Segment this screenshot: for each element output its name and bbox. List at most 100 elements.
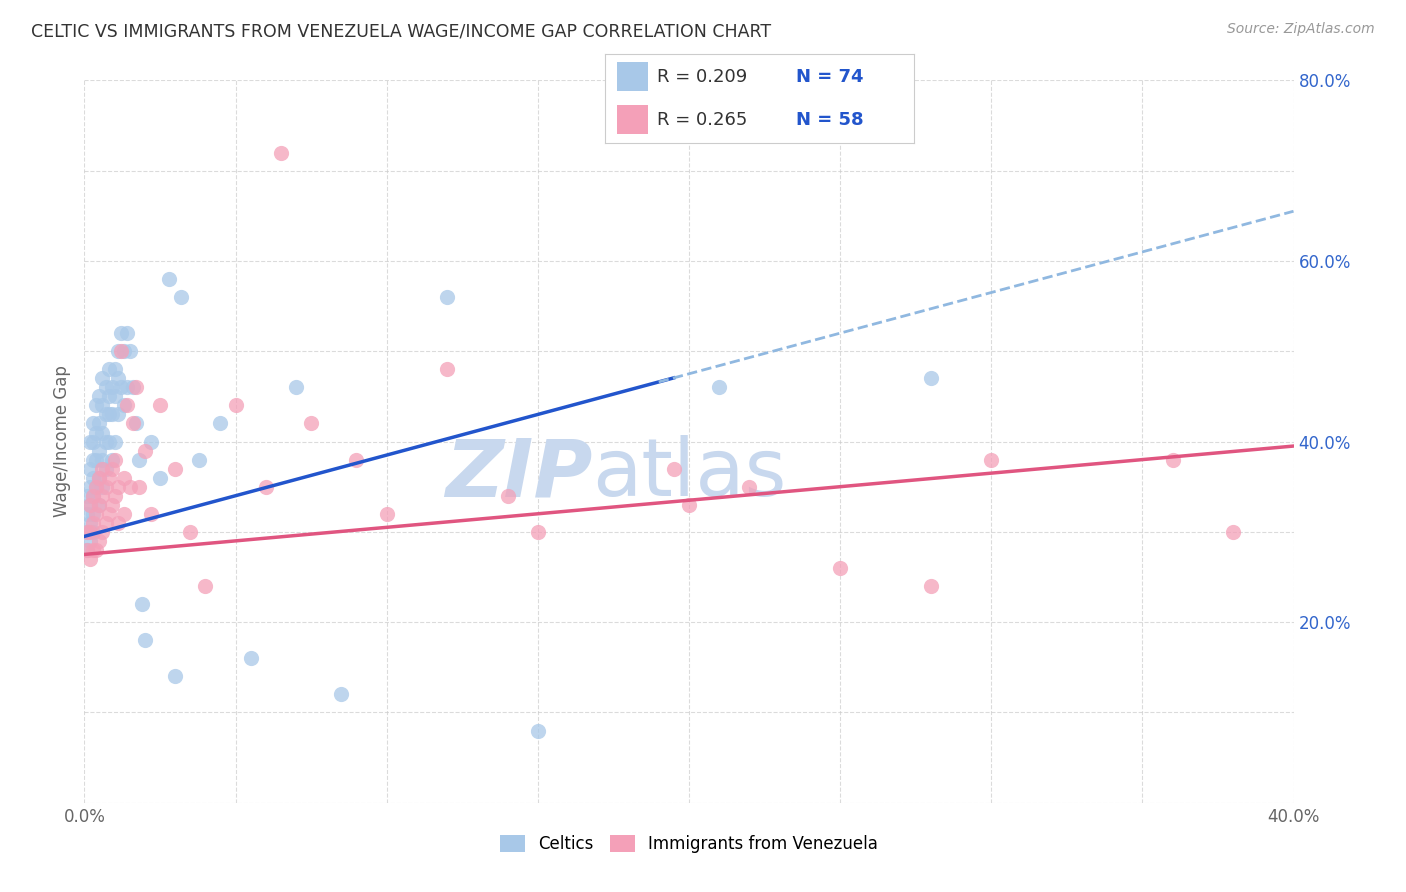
Point xyxy=(121,417,143,431)
Point xyxy=(94,380,117,394)
Point xyxy=(82,524,104,539)
Text: ZIP: ZIP xyxy=(444,435,592,513)
Point xyxy=(115,398,138,412)
Point xyxy=(330,687,353,701)
Text: R = 0.209: R = 0.209 xyxy=(657,68,748,86)
Point xyxy=(118,344,141,359)
Point xyxy=(131,597,153,611)
Point xyxy=(980,452,1002,467)
Bar xyxy=(617,105,648,134)
Point xyxy=(76,524,98,539)
Point xyxy=(125,380,148,394)
Point xyxy=(709,380,731,394)
Point xyxy=(91,489,114,503)
Point xyxy=(89,443,111,458)
Point xyxy=(299,417,322,431)
Point xyxy=(76,507,98,521)
Point xyxy=(94,408,117,422)
Point xyxy=(79,480,101,494)
Point xyxy=(527,723,550,738)
Point xyxy=(239,651,262,665)
Point xyxy=(76,542,98,557)
Point xyxy=(1222,524,1244,539)
Point xyxy=(134,633,156,648)
Point xyxy=(100,461,122,475)
Point xyxy=(128,480,150,494)
Text: CELTIC VS IMMIGRANTS FROM VENEZUELA WAGE/INCOME GAP CORRELATION CHART: CELTIC VS IMMIGRANTS FROM VENEZUELA WAGE… xyxy=(31,22,770,40)
Point xyxy=(107,344,129,359)
Point xyxy=(79,516,101,530)
Point xyxy=(89,471,111,485)
Point xyxy=(110,344,132,359)
Text: Source: ZipAtlas.com: Source: ZipAtlas.com xyxy=(1227,22,1375,37)
Point xyxy=(496,489,519,503)
Point xyxy=(121,380,143,394)
Point xyxy=(79,498,101,512)
Point xyxy=(225,398,247,412)
Point xyxy=(82,489,104,503)
Point xyxy=(86,480,108,494)
Point xyxy=(97,408,120,422)
Point xyxy=(662,461,685,475)
Point xyxy=(112,398,135,412)
Point xyxy=(139,507,162,521)
Point xyxy=(82,471,104,485)
Point xyxy=(112,507,135,521)
Text: N = 58: N = 58 xyxy=(796,111,863,128)
Point xyxy=(104,362,127,376)
Point xyxy=(104,452,127,467)
Point xyxy=(86,425,108,440)
Point xyxy=(104,389,127,403)
Point xyxy=(100,380,122,394)
Point xyxy=(89,498,111,512)
Point xyxy=(830,561,852,575)
Point xyxy=(94,480,117,494)
Point xyxy=(104,434,127,449)
Point xyxy=(86,452,108,467)
Point xyxy=(79,552,101,566)
Point xyxy=(97,507,120,521)
Point xyxy=(115,326,138,340)
Point xyxy=(91,461,114,475)
Text: R = 0.265: R = 0.265 xyxy=(657,111,748,128)
Point xyxy=(79,524,101,539)
Point xyxy=(436,362,458,376)
Point xyxy=(76,542,98,557)
Point xyxy=(76,524,98,539)
Point xyxy=(149,398,172,412)
Point xyxy=(100,408,122,422)
Point xyxy=(82,434,104,449)
Point xyxy=(82,507,104,521)
Point xyxy=(165,461,187,475)
Point xyxy=(97,471,120,485)
Point xyxy=(94,434,117,449)
Point xyxy=(86,480,108,494)
Point xyxy=(346,452,368,467)
Point xyxy=(91,452,114,467)
Legend: Celtics, Immigrants from Venezuela: Celtics, Immigrants from Venezuela xyxy=(494,828,884,860)
Point xyxy=(270,145,292,160)
Point xyxy=(91,398,114,412)
Point xyxy=(527,524,550,539)
Point xyxy=(89,389,111,403)
Point xyxy=(97,362,120,376)
Point xyxy=(94,461,117,475)
Point xyxy=(82,489,104,503)
Point xyxy=(91,371,114,385)
Point xyxy=(79,498,101,512)
Point xyxy=(179,524,201,539)
Point xyxy=(82,452,104,467)
Point xyxy=(157,272,180,286)
Point xyxy=(149,471,172,485)
Point xyxy=(79,533,101,548)
Point xyxy=(79,434,101,449)
Point xyxy=(1161,452,1184,467)
Point xyxy=(89,533,111,548)
Point xyxy=(79,461,101,475)
Point xyxy=(82,417,104,431)
Point xyxy=(112,344,135,359)
Point xyxy=(89,498,111,512)
Point xyxy=(82,516,104,530)
Point xyxy=(194,579,217,593)
Point xyxy=(920,371,942,385)
